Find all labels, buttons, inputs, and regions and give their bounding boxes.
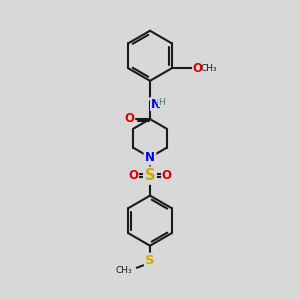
Text: O: O [129,169,139,182]
Text: N: N [145,151,155,164]
Text: N: N [151,98,161,111]
Text: H: H [158,98,165,107]
Text: CH₃: CH₃ [116,266,132,275]
Text: S: S [145,254,155,267]
Text: O: O [124,112,134,125]
Text: S: S [145,168,155,183]
Text: O: O [161,169,171,182]
Text: CH₃: CH₃ [200,64,217,73]
Text: O: O [192,62,202,75]
